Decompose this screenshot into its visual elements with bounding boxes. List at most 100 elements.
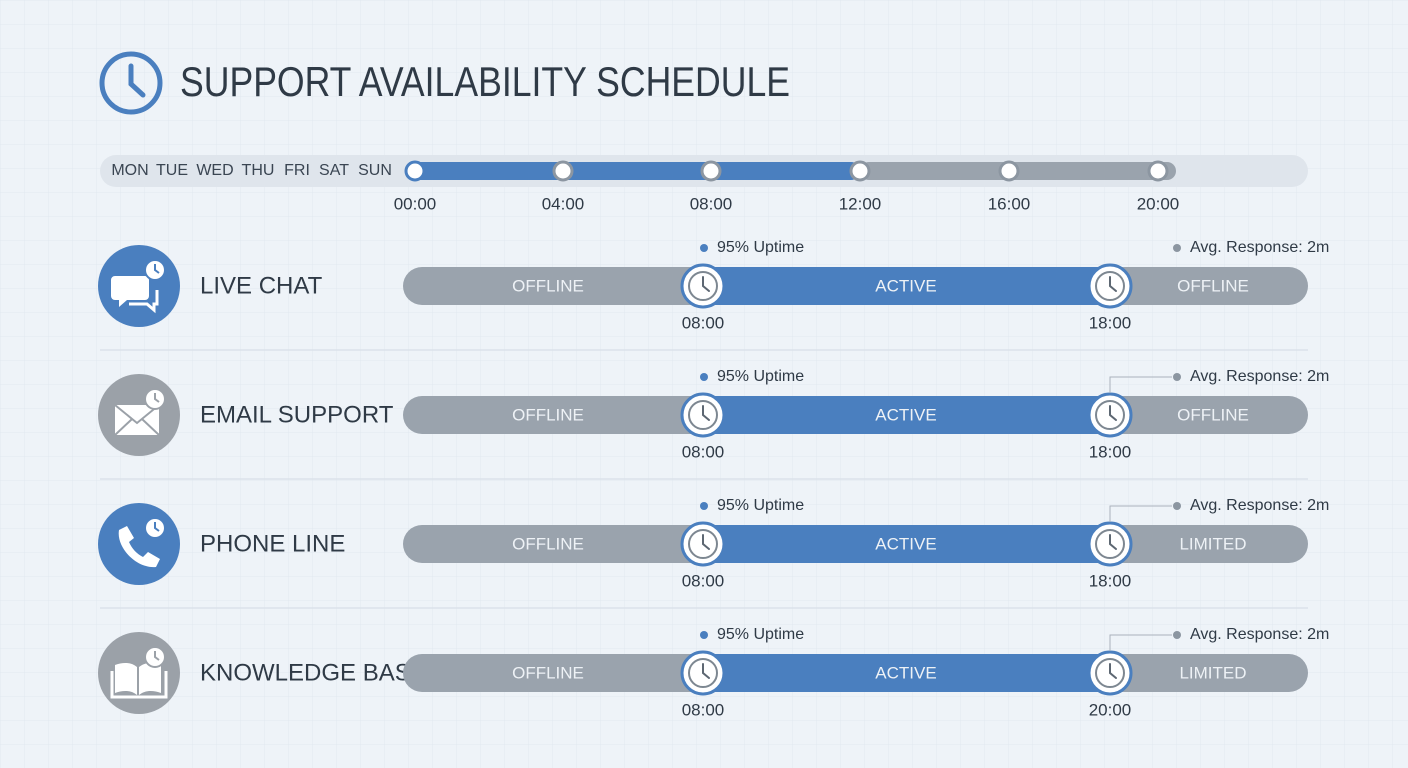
clock-hands — [702, 405, 710, 421]
clock-marker — [1087, 650, 1133, 696]
segment-label: LIMITED — [1179, 534, 1246, 553]
clock-marker — [680, 392, 726, 438]
service-name: LIVE CHAT — [200, 272, 323, 299]
segment-label: ACTIVE — [875, 405, 936, 424]
uptime-dot — [700, 244, 708, 252]
hour-label: 16:00 — [988, 194, 1031, 213]
icon-badge-hands — [154, 651, 160, 661]
uptime-label: 95% Uptime — [717, 497, 804, 514]
clock-marker — [1087, 263, 1133, 309]
service-icon — [98, 245, 180, 327]
icon-shape — [110, 671, 168, 699]
hour-dot — [552, 160, 574, 182]
uptime-label: 95% Uptime — [717, 239, 804, 256]
service-icon — [98, 503, 180, 585]
service-name: KNOWLEDGE BASE — [200, 659, 427, 686]
segment-label: LIMITED — [1179, 663, 1246, 682]
uptime-label: 95% Uptime — [717, 368, 804, 385]
segment-label: OFFLINE — [1177, 276, 1249, 295]
segment-label: OFFLINE — [1177, 405, 1249, 424]
start-time: 08:00 — [682, 313, 725, 332]
icon-shape — [129, 290, 159, 314]
response-connector — [1109, 634, 1172, 651]
bar-active — [703, 525, 1110, 563]
day-label: WED — [196, 162, 233, 179]
day-label: SUN — [358, 162, 392, 179]
segment-label: ACTIVE — [875, 534, 936, 553]
start-time: 08:00 — [682, 442, 725, 461]
icon-badge-hands — [154, 393, 160, 403]
uptime-dot — [700, 373, 708, 381]
hour-label: 00:00 — [394, 194, 437, 213]
response-label: Avg. Response: 2m — [1190, 239, 1329, 256]
clock-hands — [702, 276, 710, 292]
hour-label: 12:00 — [839, 194, 882, 213]
day-label: THU — [242, 162, 275, 179]
clock-hands — [1109, 405, 1117, 421]
service-name: PHONE LINE — [200, 530, 345, 557]
hour-label: 08:00 — [690, 194, 733, 213]
icon-badge-hands — [154, 264, 160, 274]
hour-dot — [1147, 160, 1169, 182]
service-name: EMAIL SUPPORT — [200, 401, 394, 428]
clock-hands — [702, 534, 710, 550]
hour-dot — [849, 160, 871, 182]
segment-label: OFFLINE — [512, 663, 584, 682]
clock-marker — [680, 521, 726, 567]
day-label: MON — [111, 162, 148, 179]
uptime-dot — [700, 631, 708, 639]
icon-circle — [98, 503, 180, 585]
bar-active — [703, 267, 1110, 305]
timeline-fill — [405, 162, 860, 180]
clock-marker — [1087, 521, 1133, 567]
segment-label: ACTIVE — [875, 663, 936, 682]
end-time: 18:00 — [1089, 571, 1132, 590]
segment-label: OFFLINE — [512, 276, 584, 295]
clock-hands — [702, 663, 710, 679]
response-dot — [1173, 502, 1181, 510]
start-time: 08:00 — [682, 700, 725, 719]
response-label: Avg. Response: 2m — [1190, 368, 1329, 385]
segment-label: OFFLINE — [512, 405, 584, 424]
clock-marker — [680, 650, 726, 696]
day-label: FRI — [284, 162, 310, 179]
hour-dot — [700, 160, 722, 182]
response-dot — [1173, 244, 1181, 252]
uptime-label: 95% Uptime — [717, 626, 804, 643]
day-label: TUE — [156, 162, 188, 179]
segment-label: OFFLINE — [512, 534, 584, 553]
end-time: 18:00 — [1089, 442, 1132, 461]
hour-label: 20:00 — [1137, 194, 1180, 213]
service-icon — [98, 374, 180, 456]
start-time: 08:00 — [682, 571, 725, 590]
response-dot — [1173, 631, 1181, 639]
icon-shape — [118, 526, 160, 568]
icon-badge-hands — [154, 522, 160, 532]
clock-hands — [1109, 276, 1117, 292]
icon-shape — [111, 276, 149, 307]
response-connector — [1109, 376, 1172, 393]
service-icon — [98, 632, 180, 714]
clock-marker — [1087, 392, 1133, 438]
response-label: Avg. Response: 2m — [1190, 626, 1329, 643]
response-dot — [1173, 373, 1181, 381]
hour-dot — [404, 160, 426, 182]
response-connector — [1109, 505, 1172, 522]
day-label: SAT — [319, 162, 349, 179]
page-title: SUPPORT AVAILABILITY SCHEDULE — [180, 58, 790, 105]
bar-active — [703, 654, 1110, 692]
clock-marker — [680, 263, 726, 309]
hour-dot — [998, 160, 1020, 182]
bar-active — [703, 396, 1110, 434]
clock-hands — [1109, 663, 1117, 679]
hour-label: 04:00 — [542, 194, 585, 213]
icon-shape — [115, 662, 161, 695]
icon-shape — [114, 404, 160, 436]
segment-label: ACTIVE — [875, 276, 936, 295]
end-time: 18:00 — [1089, 313, 1132, 332]
header-icon — [99, 51, 163, 115]
response-label: Avg. Response: 2m — [1190, 497, 1329, 514]
